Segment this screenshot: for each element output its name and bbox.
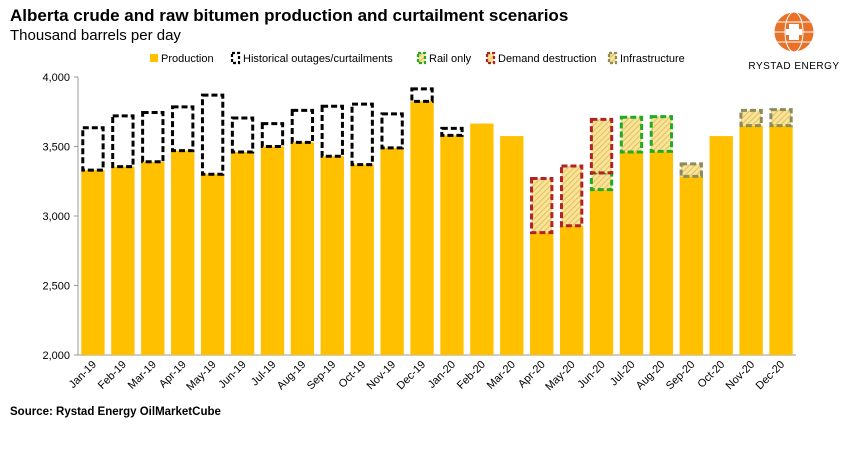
historical-segment	[200, 93, 225, 176]
x-tick-label: Oct-19	[336, 359, 368, 391]
production-bar	[141, 161, 165, 355]
x-tick-label: May-20	[543, 359, 577, 393]
x-tick-label: Dec-20	[754, 359, 788, 393]
production-bar	[171, 150, 195, 355]
y-tick-label: 2,000	[42, 350, 70, 362]
production-bar	[619, 152, 644, 355]
demand-segment	[589, 117, 614, 175]
x-tick-label: May-19	[184, 359, 218, 393]
rail-segment	[589, 171, 614, 192]
legend-label-rail: Rail only	[429, 53, 472, 65]
rail-segment	[649, 115, 674, 153]
production-bar	[410, 101, 434, 355]
legend-label-demand: Demand destruction	[498, 53, 596, 65]
x-tick-label: Sep-20	[664, 359, 698, 393]
historical-segment	[290, 108, 315, 144]
x-tick-label: Dec-19	[395, 359, 429, 393]
y-tick-label: 2,500	[42, 281, 70, 293]
production-bar	[290, 142, 315, 355]
production-bar	[200, 174, 225, 355]
legend-swatch-rail	[416, 51, 427, 65]
chart-subtitle: Thousand barrels per day	[10, 27, 181, 44]
infra-segment	[769, 108, 793, 128]
production-bar	[111, 166, 135, 355]
historical-segment	[171, 105, 195, 153]
production-bar	[380, 147, 404, 355]
legend-swatch-production	[150, 54, 158, 62]
x-tick-label: Jan-19	[67, 359, 99, 391]
historical-segment	[350, 102, 374, 167]
x-tick-label: Jun-19	[216, 359, 248, 391]
infra-segment	[739, 108, 763, 128]
x-tick-label: Sep-19	[305, 359, 339, 393]
production-bar	[559, 225, 584, 355]
production-bar	[589, 189, 614, 355]
demand-segment	[559, 164, 584, 228]
historical-segment	[81, 126, 105, 172]
x-tick-label: Jun-20	[575, 359, 607, 391]
historical-segment	[410, 87, 434, 103]
production-bar	[769, 125, 793, 356]
x-tick-label: Nov-19	[365, 359, 399, 393]
source-note: Source: Rystad Energy OilMarketCube	[10, 406, 221, 418]
y-tick-label: 3,500	[42, 142, 70, 154]
production-bar	[739, 125, 763, 356]
x-tick-label: Mar-19	[126, 359, 159, 392]
production-bar	[679, 176, 703, 355]
x-tick-label: Jan-20	[426, 359, 458, 391]
historical-segment	[440, 126, 464, 137]
logo-text: RYSTAD ENERGY	[748, 61, 840, 72]
historical-segment	[111, 114, 135, 169]
x-tick-label: Feb-20	[455, 359, 488, 392]
historical-segment	[380, 112, 404, 150]
production-bar	[649, 151, 674, 355]
legend-swatch-infra	[607, 51, 618, 65]
historical-segment	[141, 110, 165, 164]
production-bar	[260, 146, 285, 355]
legend-swatch-demand	[485, 51, 496, 65]
production-bar	[440, 135, 464, 355]
x-tick-label: Mar-20	[485, 359, 518, 392]
production-bar	[230, 152, 255, 355]
infra-segment	[679, 162, 703, 178]
production-bar	[350, 164, 374, 355]
rystad-globe-icon	[773, 11, 815, 53]
legend-label-infra: Infrastructure	[620, 53, 685, 65]
production-bar	[500, 136, 524, 355]
production-bar	[320, 156, 344, 355]
chart-title: Alberta crude and raw bitumen production…	[10, 6, 569, 25]
x-tick-label: Oct-20	[695, 359, 727, 391]
legend-label-production: Production	[161, 53, 214, 65]
legend-label-historical: Historical outages/curtailments	[243, 53, 393, 65]
historical-segment	[320, 104, 344, 158]
x-tick-label: Feb-19	[96, 359, 129, 392]
rail-segment	[619, 115, 644, 154]
historical-segment	[230, 116, 255, 154]
y-tick-label: 4,000	[42, 72, 70, 84]
x-tick-label: Aug-20	[634, 359, 668, 393]
production-bar	[530, 232, 554, 355]
x-tick-label: Nov-20	[724, 359, 758, 393]
x-tick-label: Aug-19	[275, 359, 309, 393]
production-bar	[709, 136, 733, 355]
demand-segment	[530, 176, 554, 235]
historical-segment	[260, 122, 285, 149]
production-bar	[470, 123, 494, 355]
production-bar	[81, 170, 105, 355]
rystad-logo: RYSTAD ENERGY	[748, 10, 840, 72]
y-tick-label: 3,000	[42, 211, 70, 223]
legend-swatch-historical	[230, 51, 241, 65]
